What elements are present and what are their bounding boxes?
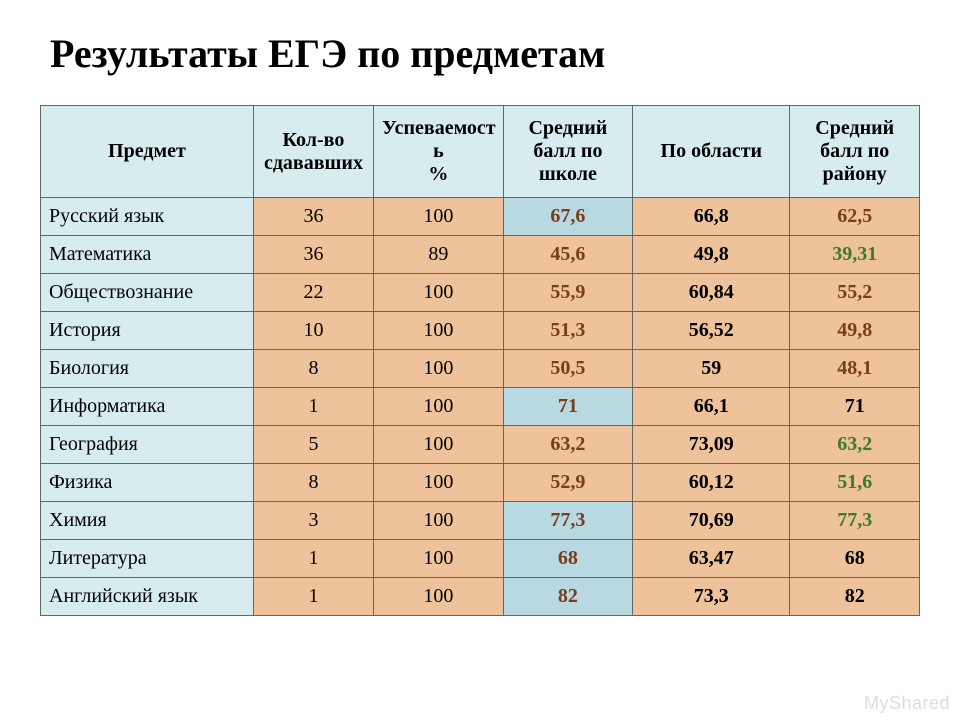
watermark: MyShared xyxy=(864,693,950,714)
table-row: История1010051,356,5249,8 xyxy=(41,312,920,350)
school-cell: 55,9 xyxy=(503,274,633,312)
district-cell: 62,5 xyxy=(790,198,920,236)
success-cell: 100 xyxy=(374,312,504,350)
school-cell: 63,2 xyxy=(503,426,633,464)
table-body: Русский язык3610067,666,862,5Математика3… xyxy=(41,198,920,616)
district-cell: 68 xyxy=(790,540,920,578)
region-cell: 59 xyxy=(633,350,790,388)
district-cell: 49,8 xyxy=(790,312,920,350)
region-cell: 66,8 xyxy=(633,198,790,236)
region-cell: 60,84 xyxy=(633,274,790,312)
table-row: Русский язык3610067,666,862,5 xyxy=(41,198,920,236)
count-cell: 3 xyxy=(253,502,373,540)
district-cell: 55,2 xyxy=(790,274,920,312)
success-cell: 100 xyxy=(374,388,504,426)
count-cell: 10 xyxy=(253,312,373,350)
col-district: Среднийбалл порайону xyxy=(790,106,920,198)
district-cell: 82 xyxy=(790,578,920,616)
region-cell: 70,69 xyxy=(633,502,790,540)
school-cell: 68 xyxy=(503,540,633,578)
success-cell: 100 xyxy=(374,426,504,464)
school-cell: 71 xyxy=(503,388,633,426)
district-cell: 71 xyxy=(790,388,920,426)
school-cell: 50,5 xyxy=(503,350,633,388)
subject-cell: Химия xyxy=(41,502,254,540)
school-cell: 45,6 xyxy=(503,236,633,274)
success-cell: 100 xyxy=(374,540,504,578)
school-cell: 51,3 xyxy=(503,312,633,350)
region-cell: 66,1 xyxy=(633,388,790,426)
region-cell: 63,47 xyxy=(633,540,790,578)
school-cell: 77,3 xyxy=(503,502,633,540)
col-success: Успеваемость% xyxy=(374,106,504,198)
table-row: География510063,273,0963,2 xyxy=(41,426,920,464)
count-cell: 8 xyxy=(253,464,373,502)
col-subject: Предмет xyxy=(41,106,254,198)
count-cell: 5 xyxy=(253,426,373,464)
success-cell: 100 xyxy=(374,198,504,236)
col-school: Среднийбалл пошколе xyxy=(503,106,633,198)
subject-cell: Обществознание xyxy=(41,274,254,312)
table-row: Английский язык11008273,382 xyxy=(41,578,920,616)
col-region: По области xyxy=(633,106,790,198)
subject-cell: Биология xyxy=(41,350,254,388)
table-header-row: Предмет Кол-восдававших Успеваемость% Ср… xyxy=(41,106,920,198)
district-cell: 77,3 xyxy=(790,502,920,540)
success-cell: 100 xyxy=(374,502,504,540)
district-cell: 48,1 xyxy=(790,350,920,388)
table-row: Химия310077,370,6977,3 xyxy=(41,502,920,540)
table-row: Литература11006863,4768 xyxy=(41,540,920,578)
count-cell: 1 xyxy=(253,540,373,578)
success-cell: 100 xyxy=(374,464,504,502)
region-cell: 60,12 xyxy=(633,464,790,502)
count-cell: 1 xyxy=(253,388,373,426)
school-cell: 52,9 xyxy=(503,464,633,502)
subject-cell: Литература xyxy=(41,540,254,578)
district-cell: 39,31 xyxy=(790,236,920,274)
table-row: Физика810052,960,1251,6 xyxy=(41,464,920,502)
subject-cell: Информатика xyxy=(41,388,254,426)
subject-cell: География xyxy=(41,426,254,464)
school-cell: 67,6 xyxy=(503,198,633,236)
table-row: Математика368945,649,839,31 xyxy=(41,236,920,274)
subject-cell: История xyxy=(41,312,254,350)
results-table: Предмет Кол-восдававших Успеваемость% Ср… xyxy=(40,105,920,616)
school-cell: 82 xyxy=(503,578,633,616)
count-cell: 8 xyxy=(253,350,373,388)
district-cell: 51,6 xyxy=(790,464,920,502)
table-row: Обществознание2210055,960,8455,2 xyxy=(41,274,920,312)
subject-cell: Физика xyxy=(41,464,254,502)
region-cell: 49,8 xyxy=(633,236,790,274)
subject-cell: Математика xyxy=(41,236,254,274)
page-title: Результаты ЕГЭ по предметам xyxy=(50,30,920,77)
region-cell: 56,52 xyxy=(633,312,790,350)
count-cell: 1 xyxy=(253,578,373,616)
success-cell: 89 xyxy=(374,236,504,274)
count-cell: 36 xyxy=(253,198,373,236)
district-cell: 63,2 xyxy=(790,426,920,464)
subject-cell: Русский язык xyxy=(41,198,254,236)
subject-cell: Английский язык xyxy=(41,578,254,616)
region-cell: 73,3 xyxy=(633,578,790,616)
region-cell: 73,09 xyxy=(633,426,790,464)
table-row: Информатика11007166,171 xyxy=(41,388,920,426)
col-count: Кол-восдававших xyxy=(253,106,373,198)
table-row: Биология810050,55948,1 xyxy=(41,350,920,388)
success-cell: 100 xyxy=(374,350,504,388)
count-cell: 36 xyxy=(253,236,373,274)
success-cell: 100 xyxy=(374,578,504,616)
success-cell: 100 xyxy=(374,274,504,312)
count-cell: 22 xyxy=(253,274,373,312)
